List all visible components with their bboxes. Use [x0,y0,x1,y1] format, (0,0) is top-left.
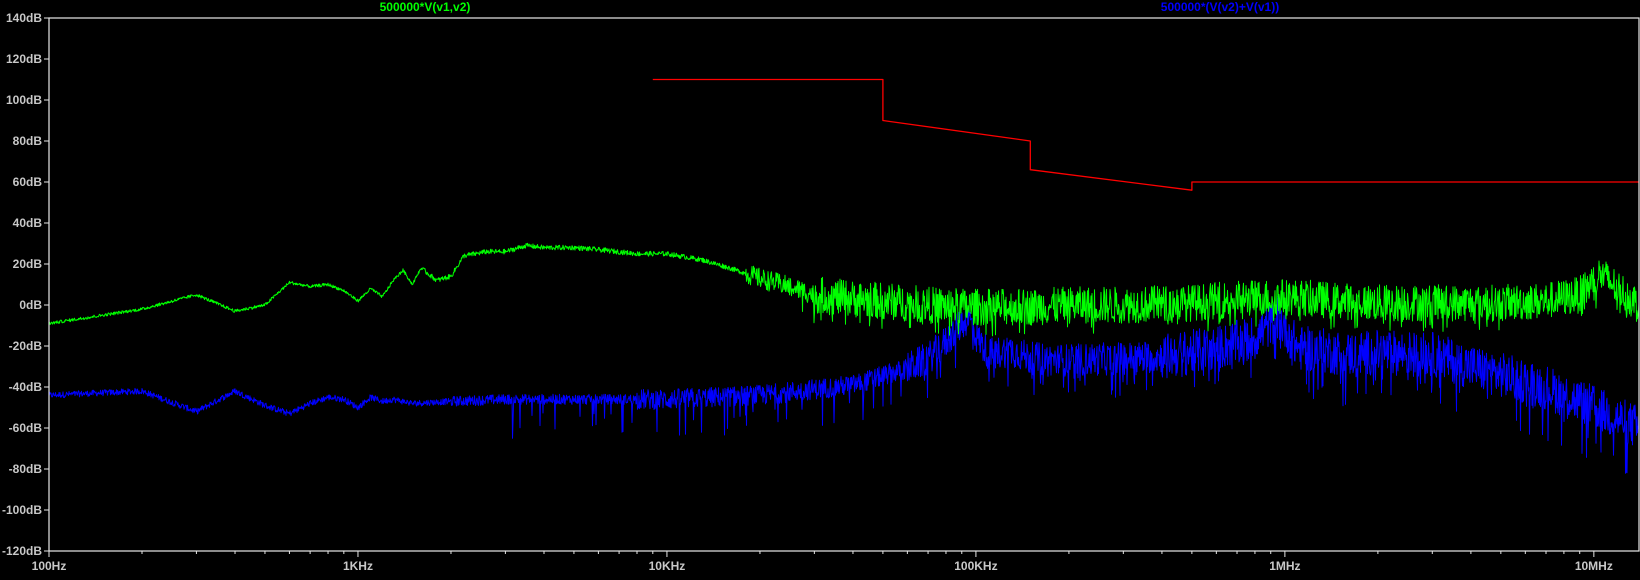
y-tick-label-80db: 80dB [13,134,43,148]
x-axis-ticks: 100Hz 1KHz 10KHz 100KHz 1MHz 10MHz [32,551,1613,573]
legend-500000-v-v1-v2[interactable]: 500000*V(v1,v2) [380,0,471,14]
y-tick-label-40db: -40dB [9,380,43,394]
y-tick-label-60db: 60dB [13,175,43,189]
y-tick-label-20db: 20dB [13,257,43,271]
x-tick-label-1khz: 1KHz [343,559,373,573]
legend-500000-v-v2-v-v1[interactable]: 500000*(V(v2)+V(v1)) [1161,0,1279,14]
y-tick-label-0db: 0dB [19,298,42,312]
trace-500000-v-v1-v2 [49,242,1640,337]
y-tick-label-140db: 140dB [6,11,42,25]
y-tick-label-20db: -20dB [9,339,43,353]
x-tick-label-10khz: 10KHz [649,559,686,573]
x-tick-label-100hz: 100Hz [32,559,67,573]
y-tick-label-100db: -100dB [2,503,42,517]
plot-frame [48,17,1640,552]
trace-legend: 500000*V(v1,v2) 500000*(V(v2)+V(v1)) [380,0,1280,14]
trace-limit-mask [652,78,1639,191]
y-axis-ticks: 140dB 120dB 100dB 80dB 60dB 40dB 20dB 0dB -20dB -… [2,11,49,558]
series-500000-v-v1-v2 [49,242,1640,337]
y-tick-label-100db: 100dB [6,93,42,107]
series-500000-v-v2-v-v1 [48,295,1640,474]
x-tick-label-100khz: 100KHz [954,559,997,573]
y-tick-label-120db: -120dB [2,544,42,558]
y-tick-label-120db: 120dB [6,52,42,66]
x-tick-label-10mhz: 10MHz [1575,559,1613,573]
y-tick-label-40db: 40dB [13,216,43,230]
y-tick-label-80db: -80dB [9,462,43,476]
series-layer [48,78,1640,474]
trace-500000-v-v2-v-v1 [48,295,1640,474]
series-limit-mask [652,78,1639,191]
x-tick-label-1mhz: 1MHz [1269,559,1300,573]
y-tick-label-60db: -60dB [9,421,43,435]
